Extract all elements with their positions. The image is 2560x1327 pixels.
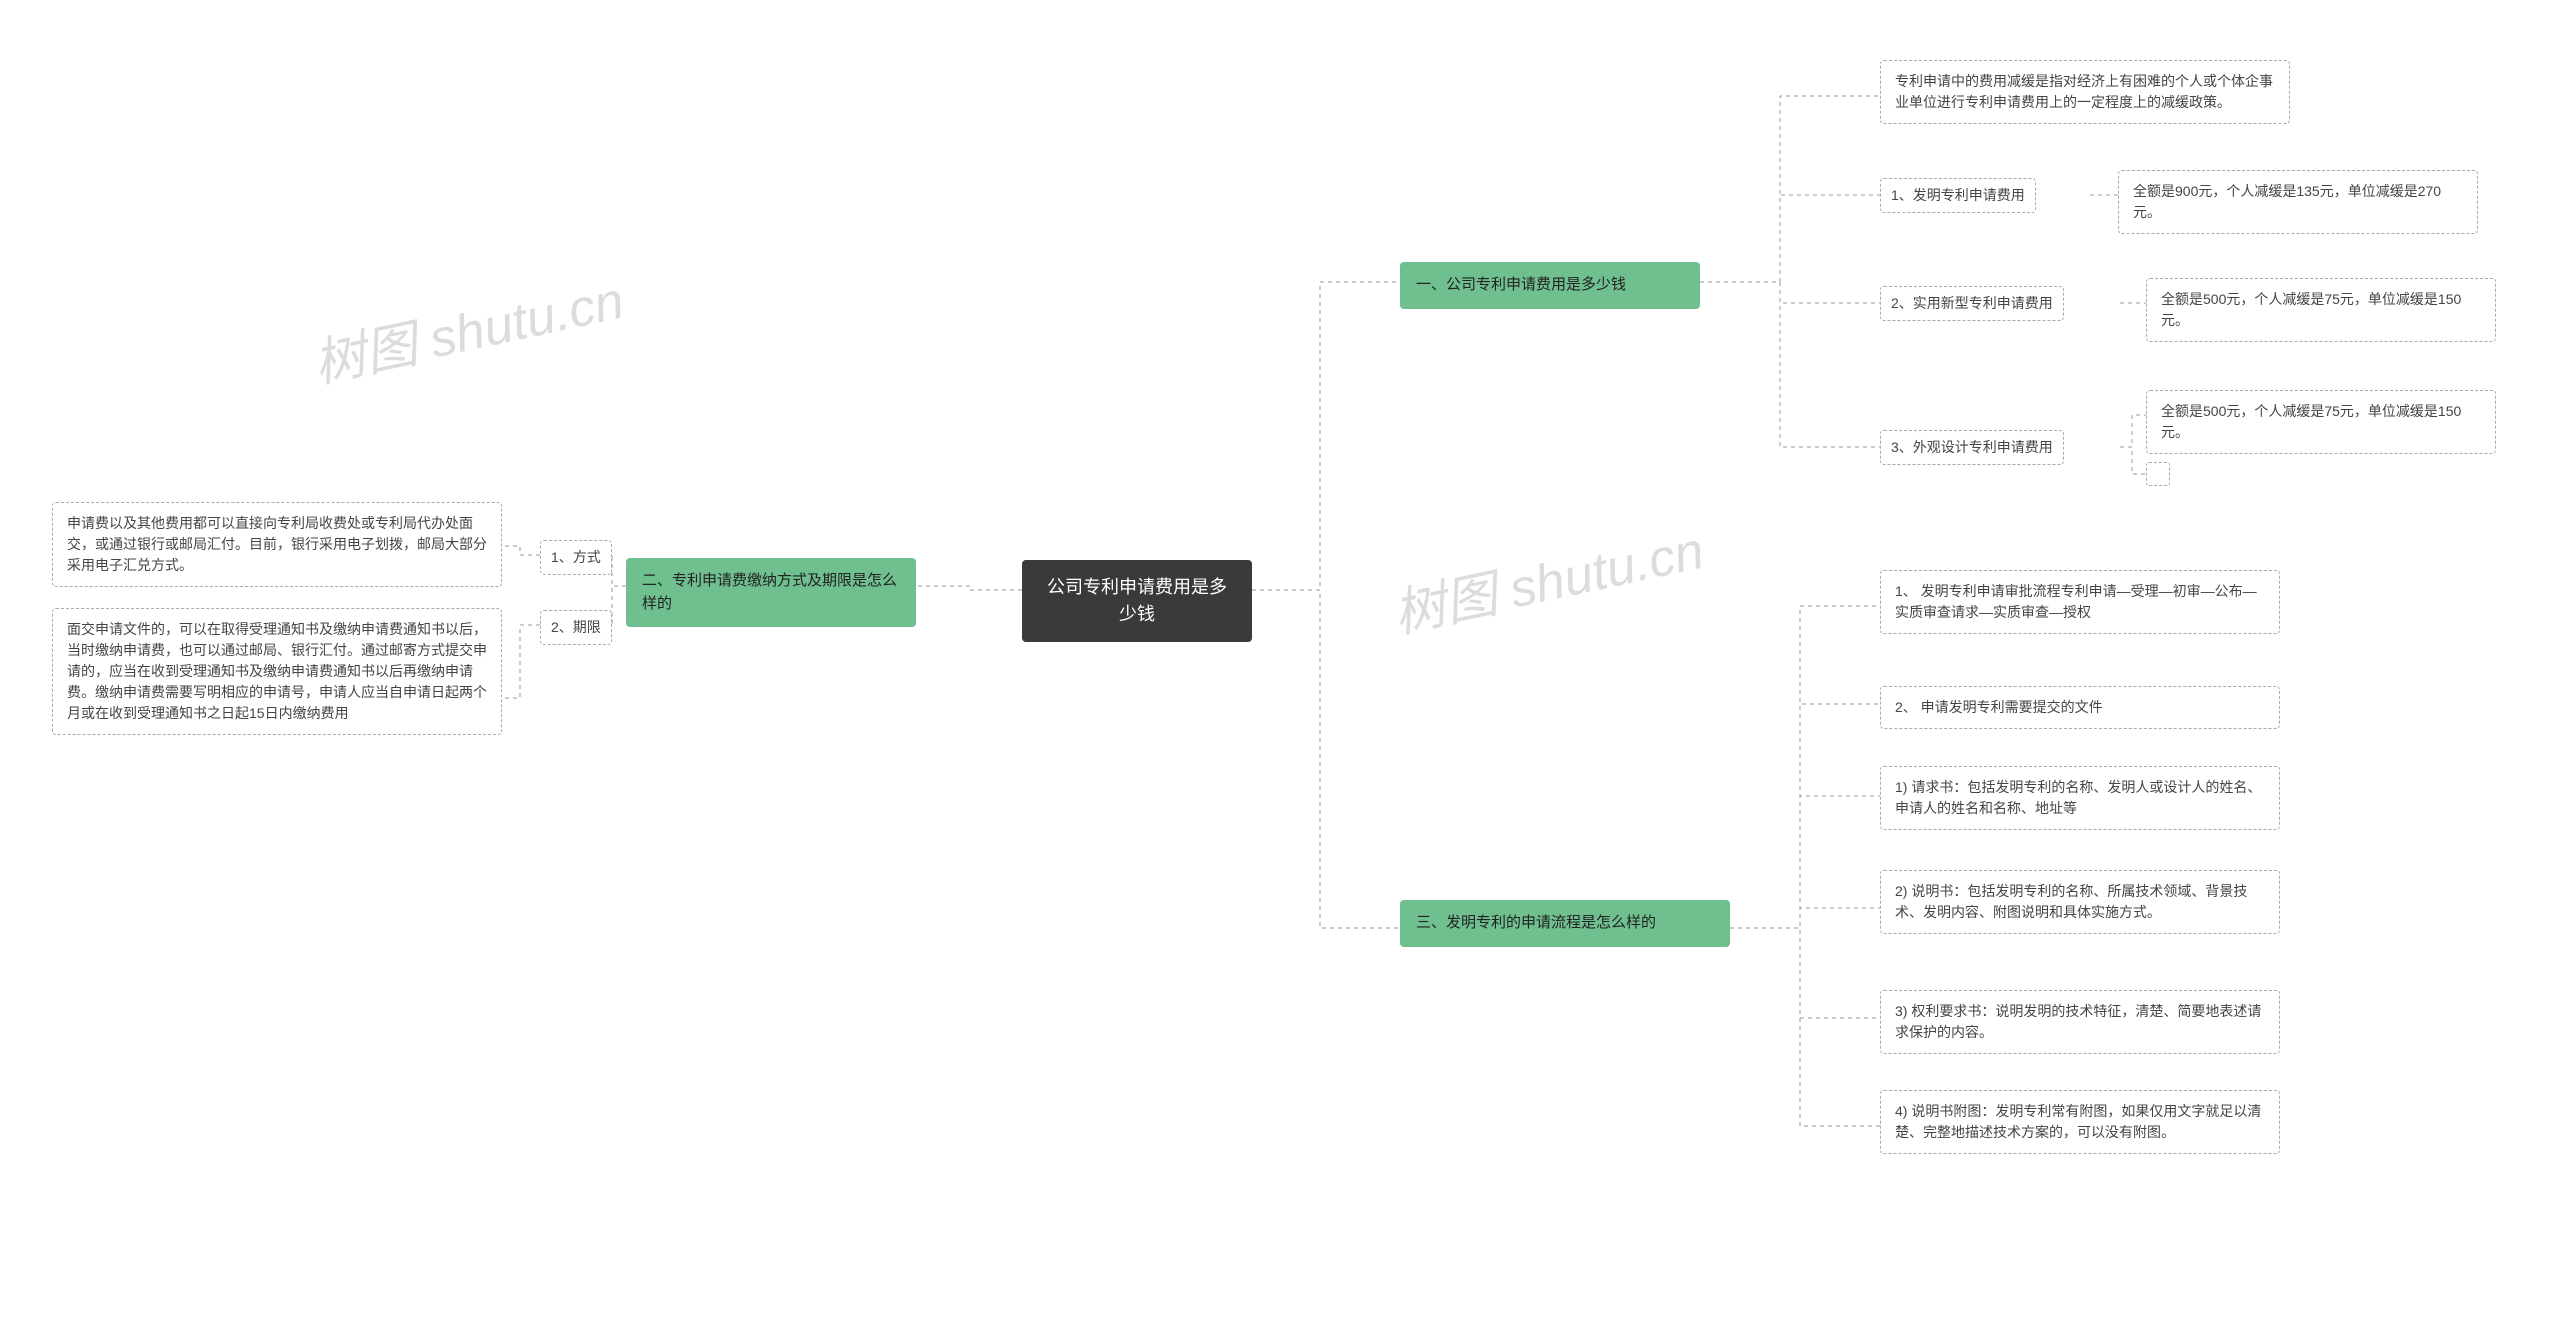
branch-label: 二、专利申请费缴纳方式及期限是怎么样的 <box>642 572 897 612</box>
leaf-text: 申请费以及其他费用都可以直接向专利局收费处或专利局代办处面交，或通过银行或邮局汇… <box>67 515 487 573</box>
leaf-text: 1、 发明专利申请审批流程专利申请—受理—初审—公布—实质审查请求—实质审查—授… <box>1895 583 2257 620</box>
leaf-text: 3) 权利要求书：说明发明的技术特征，清楚、简要地表述请求保护的内容。 <box>1895 1003 2261 1040</box>
leaf-text: 2、 申请发明专利需要提交的文件 <box>1895 699 2103 715</box>
node-label: 2、实用新型专利申请费用 <box>1891 295 2053 311</box>
node-fee-policy[interactable]: 专利申请中的费用减缓是指对经济上有困难的个人或个体企事业单位进行专利申请费用上的… <box>1880 60 2290 124</box>
branch-fees[interactable]: 一、公司专利申请费用是多少钱 <box>1400 262 1700 309</box>
node-method[interactable]: 1、方式 <box>540 540 612 575</box>
node-design-fee[interactable]: 3、外观设计专利申请费用 <box>1880 430 2064 465</box>
root-node[interactable]: 公司专利申请费用是多少钱 <box>1022 560 1252 642</box>
node-method-detail[interactable]: 申请费以及其他费用都可以直接向专利局收费处或专利局代办处面交，或通过银行或邮局汇… <box>52 502 502 587</box>
node-utility-fee[interactable]: 2、实用新型专利申请费用 <box>1880 286 2064 321</box>
node-label: 1、发明专利申请费用 <box>1891 187 2025 203</box>
node-process-3[interactable]: 1) 请求书：包括发明专利的名称、发明人或设计人的姓名、申请人的姓名和名称、地址… <box>1880 766 2280 830</box>
leaf-text: 2) 说明书：包括发明专利的名称、所属技术领域、背景技术、发明内容、附图说明和具… <box>1895 883 2247 920</box>
watermark: 树图 shutu.cn <box>1386 508 1710 647</box>
leaf-text: 全额是900元，个人减缓是135元，单位减缓是270元。 <box>2133 183 2441 220</box>
node-process-4[interactable]: 2) 说明书：包括发明专利的名称、所属技术领域、背景技术、发明内容、附图说明和具… <box>1880 870 2280 934</box>
node-design-fee-detail[interactable]: 全额是500元，个人减缓是75元，单位减缓是150元。 <box>2146 390 2496 454</box>
node-process-2[interactable]: 2、 申请发明专利需要提交的文件 <box>1880 686 2280 729</box>
leaf-text: 专利申请中的费用减缓是指对经济上有困难的个人或个体企事业单位进行专利申请费用上的… <box>1895 73 2273 110</box>
node-deadline-detail[interactable]: 面交申请文件的，可以在取得受理通知书及缴纳申请费通知书以后，当时缴纳申请费，也可… <box>52 608 502 735</box>
branch-label: 一、公司专利申请费用是多少钱 <box>1416 276 1626 293</box>
leaf-text: 全额是500元，个人减缓是75元，单位减缓是150元。 <box>2161 403 2461 440</box>
node-process-5[interactable]: 3) 权利要求书：说明发明的技术特征，清楚、简要地表述请求保护的内容。 <box>1880 990 2280 1054</box>
node-label: 3、外观设计专利申请费用 <box>1891 439 2053 455</box>
node-invention-fee[interactable]: 1、发明专利申请费用 <box>1880 178 2036 213</box>
node-deadline[interactable]: 2、期限 <box>540 610 612 645</box>
leaf-text: 面交申请文件的，可以在取得受理通知书及缴纳申请费通知书以后，当时缴纳申请费，也可… <box>67 621 487 721</box>
root-label: 公司专利申请费用是多少钱 <box>1047 577 1227 624</box>
node-process-1[interactable]: 1、 发明专利申请审批流程专利申请—受理—初审—公布—实质审查请求—实质审查—授… <box>1880 570 2280 634</box>
leaf-text: 全额是500元，个人减缓是75元，单位减缓是150元。 <box>2161 291 2461 328</box>
node-label: 2、期限 <box>551 619 601 635</box>
node-empty <box>2146 462 2170 486</box>
leaf-text: 4) 说明书附图：发明专利常有附图，如果仅用文字就足以清楚、完整地描述技术方案的… <box>1895 1103 2261 1140</box>
leaf-text: 1) 请求书：包括发明专利的名称、发明人或设计人的姓名、申请人的姓名和名称、地址… <box>1895 779 2261 816</box>
watermark: 树图 shutu.cn <box>306 258 630 397</box>
branch-payment[interactable]: 二、专利申请费缴纳方式及期限是怎么样的 <box>626 558 916 627</box>
node-process-6[interactable]: 4) 说明书附图：发明专利常有附图，如果仅用文字就足以清楚、完整地描述技术方案的… <box>1880 1090 2280 1154</box>
branch-process[interactable]: 三、发明专利的申请流程是怎么样的 <box>1400 900 1730 947</box>
node-utility-fee-detail[interactable]: 全额是500元，个人减缓是75元，单位减缓是150元。 <box>2146 278 2496 342</box>
branch-label: 三、发明专利的申请流程是怎么样的 <box>1416 914 1656 931</box>
node-label: 1、方式 <box>551 549 601 565</box>
node-invention-fee-detail[interactable]: 全额是900元，个人减缓是135元，单位减缓是270元。 <box>2118 170 2478 234</box>
